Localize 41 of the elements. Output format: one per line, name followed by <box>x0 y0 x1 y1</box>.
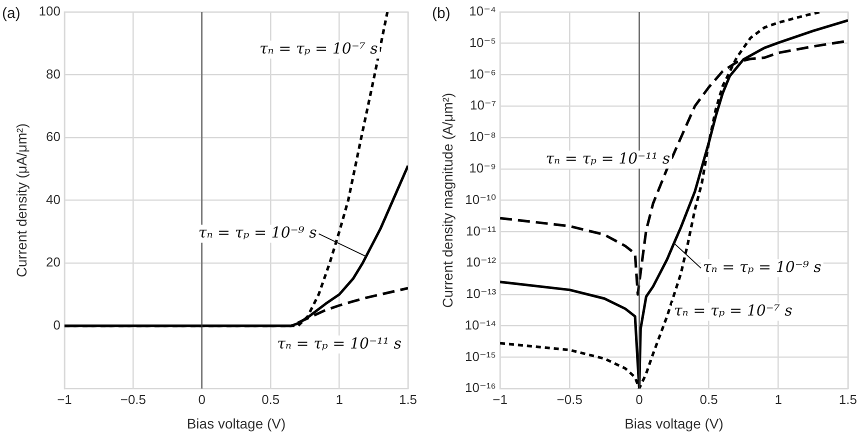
y-tick-label: 10⁻¹³ <box>466 286 497 302</box>
annotation: τₙ = τₚ = 10⁻⁷ s <box>260 40 378 58</box>
x-tick-label: 0.5 <box>262 392 280 407</box>
y-tick-label: 100 <box>38 4 60 19</box>
x-tick-label: 1 <box>774 392 782 407</box>
x-axis-title: Bias voltage (V) <box>186 415 286 432</box>
y-tick-label: 10⁻⁵ <box>469 34 496 50</box>
y-axis-title: Current density magnitude (A/μm²) <box>439 92 456 308</box>
annotation: τₙ = τₚ = 10⁻⁹ s <box>702 258 822 276</box>
y-tick-label: 10⁻⁴ <box>469 4 496 19</box>
annotation: τₙ = τₚ = 10⁻¹¹ s <box>277 334 402 352</box>
y-tick-label: 10⁻¹⁵ <box>464 348 496 364</box>
x-tick-label: −0.5 <box>120 392 146 407</box>
y-tick-label: 10⁻¹¹ <box>466 223 497 238</box>
chart-title: (a) <box>2 5 20 22</box>
annotation: τₙ = τₚ = 10⁻¹¹ s <box>546 150 670 168</box>
x-tick-label: 0 <box>198 392 206 407</box>
chart-title: (b) <box>432 5 450 22</box>
y-tick-label: 10⁻⁸ <box>469 129 496 144</box>
x-tick-label: −1 <box>57 392 72 407</box>
y-tick-label: 10⁻⁹ <box>469 160 496 176</box>
y-tick-label: 60 <box>46 129 60 144</box>
y-tick-label: 10⁻⁷ <box>470 98 496 113</box>
y-tick-label: 40 <box>46 192 60 207</box>
x-tick-label: 1.5 <box>838 392 858 407</box>
y-tick-label: 10⁻¹⁴ <box>464 317 496 332</box>
x-tick-label: 0.5 <box>700 392 718 407</box>
y-tick-label: 0 <box>53 317 60 332</box>
x-tick-label: 1.5 <box>398 392 418 407</box>
x-tick-label: 1 <box>336 392 343 407</box>
y-axis-title: Current density (μA/μm²) <box>13 123 30 278</box>
y-tick-label: 10⁻¹⁰ <box>465 192 496 207</box>
x-tick-label: 0 <box>636 392 643 407</box>
y-tick-label: 20 <box>46 254 60 270</box>
x-tick-label: −0.5 <box>556 392 582 407</box>
annotation: τₙ = τₚ = 10⁻⁹ s <box>198 224 318 242</box>
annotation: τₙ = τₚ = 10⁻⁷ s <box>674 302 793 320</box>
y-tick-label: 10⁻⁶ <box>469 66 496 82</box>
x-axis-title: Bias voltage (V) <box>624 415 724 432</box>
y-tick-label: 10⁻¹² <box>466 254 497 270</box>
y-tick-label: 80 <box>46 66 60 82</box>
